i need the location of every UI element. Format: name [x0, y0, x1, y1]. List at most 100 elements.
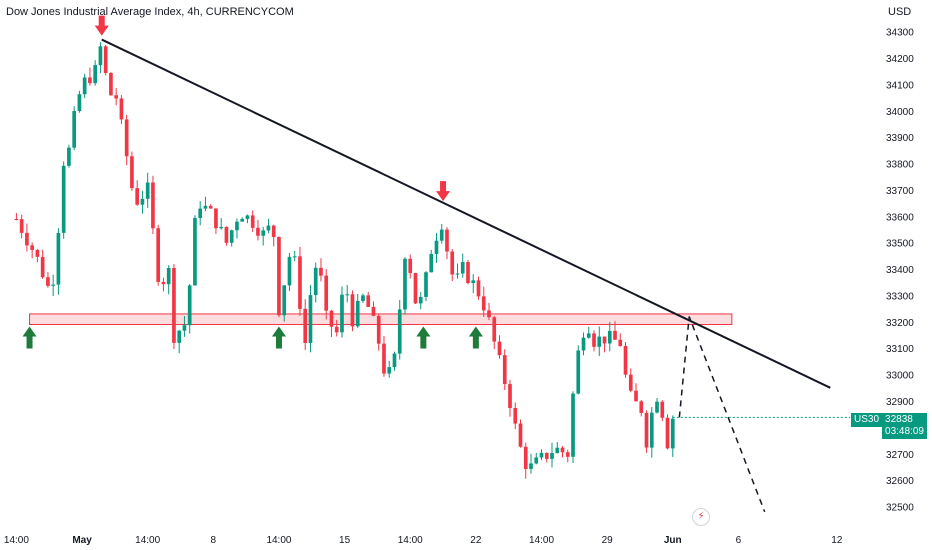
time-axis[interactable]: 14:00 May 14:00 8 14:00 15 14:00 22 14:00 29 Jun 6 1…: [4, 535, 843, 546]
candle-body: [418, 296, 423, 304]
candle-body: [40, 256, 45, 278]
candle-body: [634, 390, 638, 402]
candle-body: [334, 326, 339, 333]
candle-body: [340, 294, 344, 333]
candle-body: [114, 95, 119, 99]
candle-body: [151, 182, 155, 229]
support-zone[interactable]: [29, 313, 733, 325]
x-tick-label: 15: [339, 535, 351, 546]
annotations: [22, 15, 850, 513]
x-tick-label: 14:00: [266, 535, 291, 546]
candle-body: [392, 353, 397, 368]
x-tick-label: 14:00: [4, 535, 29, 546]
candle-body: [109, 73, 113, 96]
candle-body: [487, 310, 491, 318]
candle-body: [182, 325, 187, 331]
bar-countdown: 03:48:09: [885, 426, 924, 437]
candle-body: [161, 281, 166, 285]
candle-body: [366, 295, 371, 307]
candle-body: [387, 367, 392, 374]
candle-body: [508, 384, 512, 409]
candle-body: [25, 232, 29, 246]
candle-body: [618, 339, 623, 346]
candle-body: [639, 401, 644, 413]
candle-body: [350, 294, 355, 327]
y-tick-label: 34000: [886, 107, 914, 118]
y-tick-label: 33200: [886, 318, 914, 329]
candle-body: [466, 262, 470, 284]
candle-body: [103, 46, 108, 74]
x-tick-label: 8: [211, 535, 217, 546]
candle-body: [644, 412, 649, 448]
candle-body: [361, 295, 365, 301]
candle-body: [130, 156, 134, 189]
candle-body: [413, 273, 418, 304]
candle-body: [534, 457, 539, 464]
candles: [14, 42, 675, 479]
candle-body: [140, 198, 145, 205]
candle-body: [513, 408, 518, 424]
candle-body: [502, 355, 507, 385]
x-tick-label: 14:00: [135, 535, 160, 546]
candle-body: [460, 262, 465, 274]
candle-body: [240, 218, 245, 222]
candle-body: [319, 267, 323, 276]
candle-body: [145, 182, 150, 199]
candle-body: [287, 256, 292, 286]
candle-body: [450, 251, 455, 275]
candle-body: [198, 208, 203, 218]
y-tick-label: 32600: [886, 476, 914, 487]
x-tick-label: 14:00: [398, 535, 423, 546]
candle-body: [597, 336, 602, 347]
y-tick-label: 32700: [886, 450, 914, 461]
last-price: 32838: [885, 414, 913, 425]
candle-body: [371, 306, 376, 316]
candle-body: [35, 249, 40, 257]
candle-body: [429, 253, 434, 273]
candle-body: [19, 219, 24, 233]
y-tick-label: 32500: [886, 503, 914, 514]
up-arrow-marker: [22, 326, 37, 349]
candle-body: [345, 294, 350, 296]
resistance-trendline: [101, 38, 831, 389]
y-tick-label: 33100: [886, 344, 914, 355]
last-price-tag: US30 32838 03:48:09: [851, 413, 927, 439]
candle-body: [256, 227, 260, 236]
candle-body: [308, 295, 313, 343]
x-tick-label: 29: [602, 535, 614, 546]
candle-body: [607, 330, 612, 344]
candle-body: [266, 225, 271, 231]
candle-body: [298, 256, 302, 309]
candle-body: [208, 205, 213, 209]
projection-path: [678, 316, 766, 513]
chart-title: Dow Jones Industrial Average Index, 4h, …: [6, 6, 294, 18]
candle-body: [481, 296, 486, 311]
candle-body: [576, 350, 581, 394]
candle-body: [529, 463, 533, 469]
candle-body: [177, 330, 182, 343]
candle-body: [135, 188, 140, 205]
price-axis[interactable]: 3250032600327003280032900330003310033200…: [886, 28, 914, 514]
currency-label: USD: [888, 6, 912, 18]
candle-body: [271, 225, 276, 238]
candle-body: [172, 267, 176, 343]
candle-body: [72, 111, 77, 148]
candle-body: [586, 333, 591, 338]
candle-body: [46, 277, 50, 286]
support-zone-rect: [29, 313, 733, 325]
candle-body: [98, 46, 103, 66]
candle-body: [93, 65, 98, 84]
candle-body: [355, 300, 360, 327]
y-tick-label: 34100: [886, 80, 914, 91]
candle-body: [382, 343, 386, 374]
price-values: 32838 03:48:09: [882, 413, 927, 439]
down-arrow-marker: [436, 181, 451, 202]
candle-body: [408, 258, 413, 274]
candle-body: [492, 317, 497, 342]
down-arrow-marker: [94, 15, 109, 36]
candle-body: [219, 226, 224, 229]
bolt-icon[interactable]: ⚡: [692, 508, 710, 526]
candle-body: [277, 237, 281, 316]
x-tick-label: Jun: [664, 535, 682, 546]
